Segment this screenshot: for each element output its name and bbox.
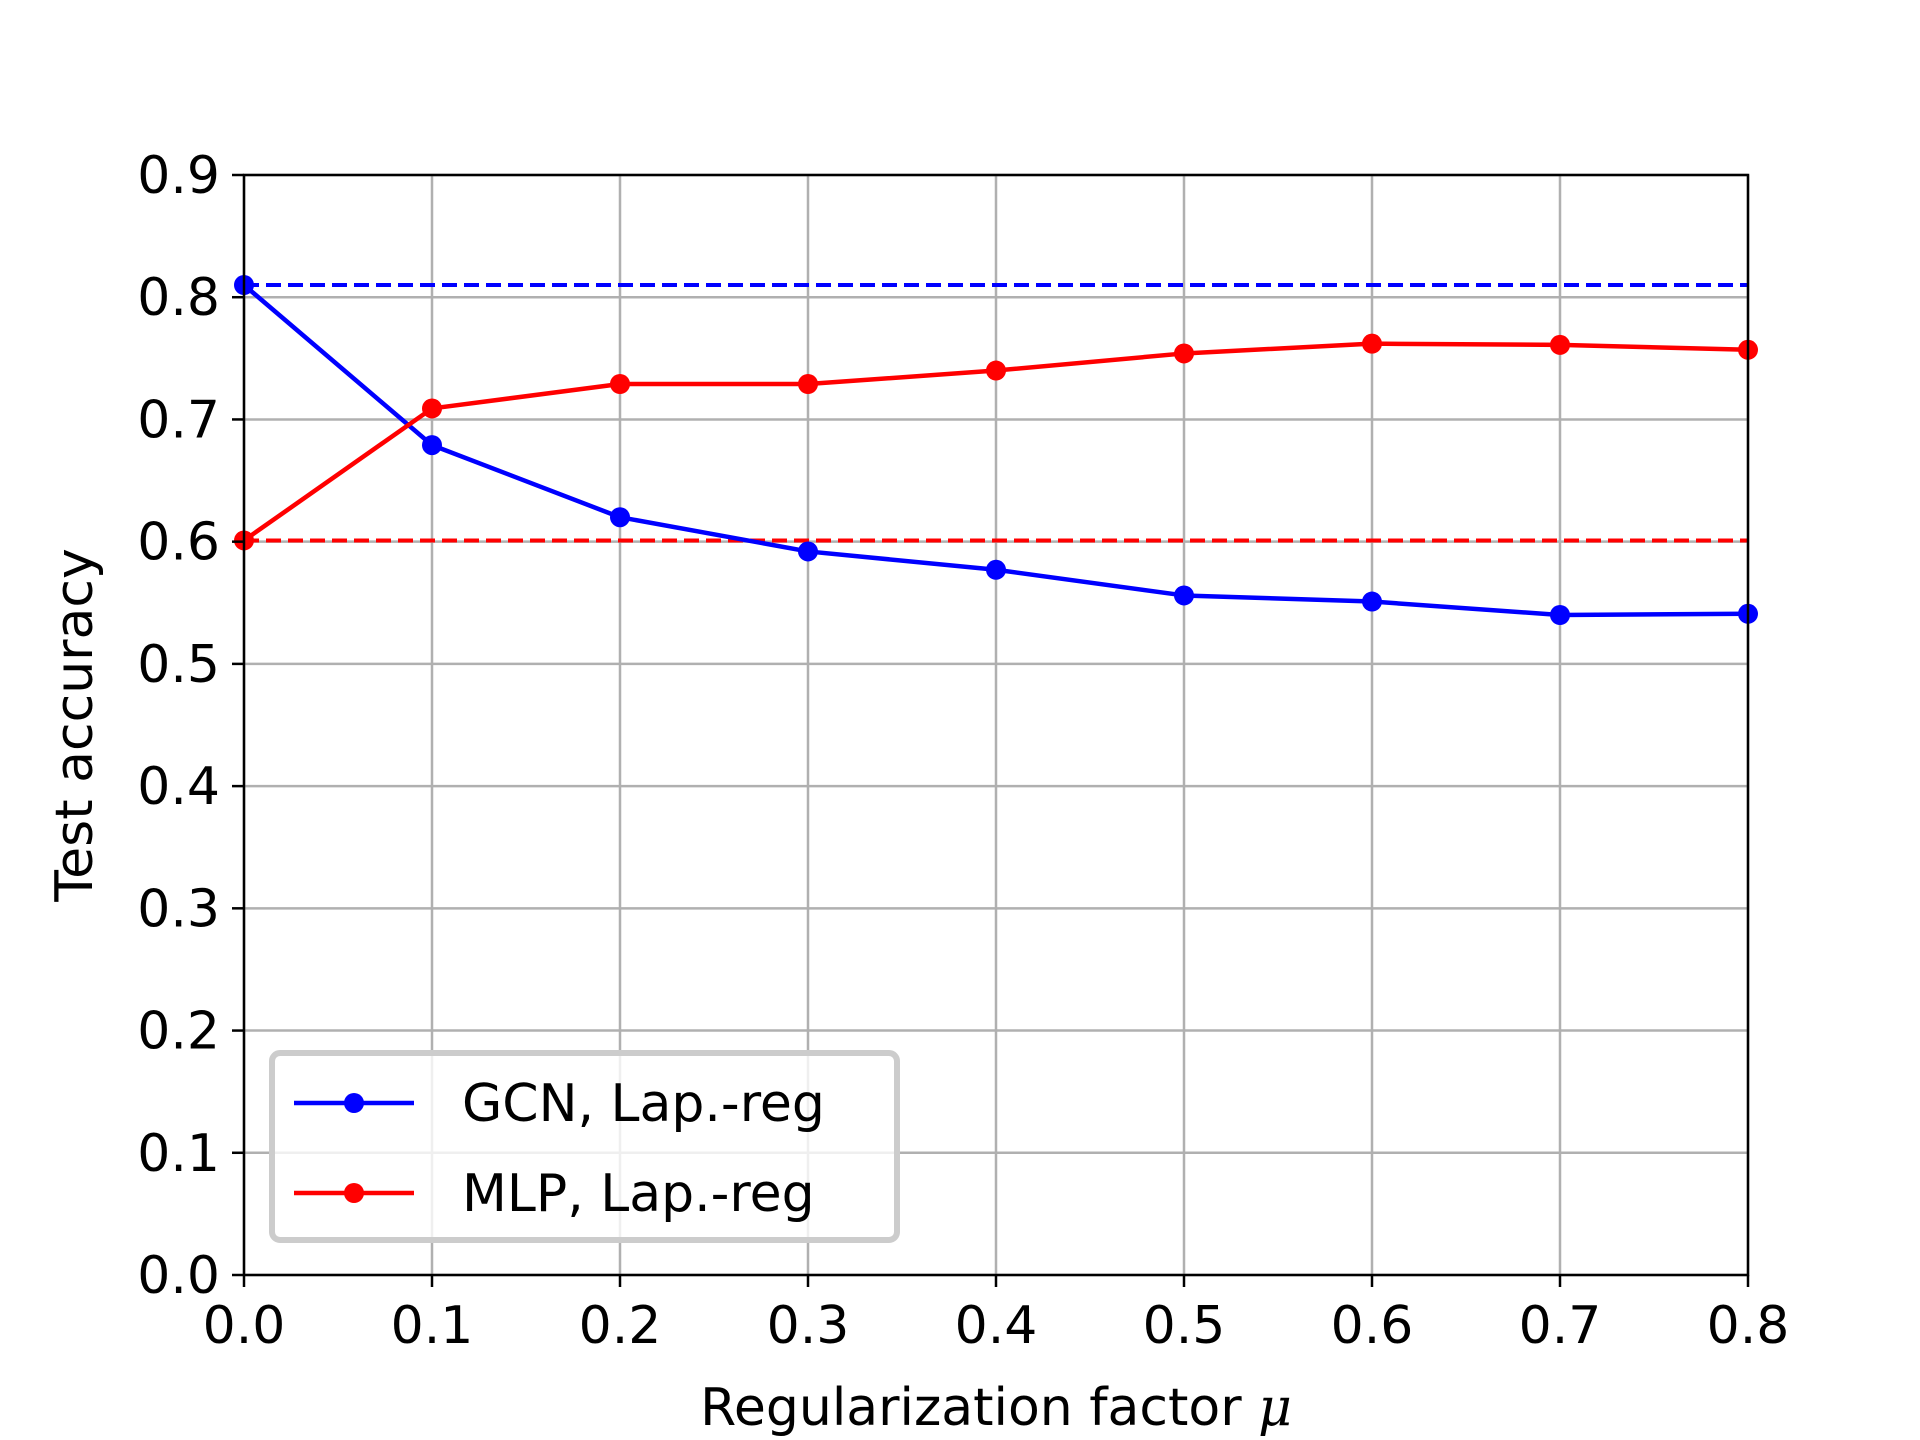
x-tick-label: 0.7 <box>1519 1296 1602 1356</box>
legend-marker <box>344 1183 364 1203</box>
y-tick-label: 0.7 <box>137 390 220 450</box>
y-tick-label: 0.1 <box>137 1124 220 1184</box>
y-tick-label: 0.3 <box>137 879 220 939</box>
x-tick-label: 0.2 <box>579 1296 662 1356</box>
series-1 <box>234 333 1758 551</box>
x-axis-title-symbol: μ <box>1258 1378 1292 1438</box>
x-tick-label: 0.8 <box>1707 1296 1790 1356</box>
legend-box <box>269 1050 900 1243</box>
data-point <box>1362 333 1382 354</box>
legend-label: MLP, Lap.-reg <box>462 1164 815 1224</box>
x-tick-label: 0.1 <box>391 1296 474 1356</box>
x-axis-title: Regularization factor μ <box>700 1378 1292 1438</box>
data-point <box>1174 585 1194 606</box>
legend-marker <box>344 1093 364 1113</box>
data-point <box>610 507 630 528</box>
series-group <box>234 275 1758 625</box>
data-point <box>986 360 1006 381</box>
data-point <box>798 541 818 562</box>
x-tick-label: 0.6 <box>1331 1296 1414 1356</box>
y-tick-label: 0.0 <box>137 1246 220 1306</box>
data-point <box>1550 334 1570 355</box>
legend-label: GCN, Lap.-reg <box>462 1074 825 1134</box>
data-point <box>1174 343 1194 364</box>
x-tick-label: 0.0 <box>203 1296 286 1356</box>
legend-entry: MLP, Lap.-reg <box>294 1164 815 1224</box>
data-point <box>1550 605 1570 625</box>
legend: GCN, Lap.-reg MLP, Lap.-reg <box>269 1050 900 1243</box>
y-tick-label: 0.9 <box>137 146 220 206</box>
x-tick-label: 0.5 <box>1143 1296 1226 1356</box>
y-tick-label: 0.5 <box>137 635 220 695</box>
data-point <box>798 374 818 394</box>
x-tick-label: 0.3 <box>767 1296 850 1356</box>
y-tick-label: 0.2 <box>137 1002 220 1062</box>
data-point <box>422 435 442 456</box>
x-tick-label: 0.4 <box>955 1296 1038 1356</box>
y-tick-label: 0.6 <box>137 513 220 573</box>
data-point <box>610 374 630 394</box>
y-axis-ticks: 0.0 0.1 0.2 0.3 0.4 0.5 0.6 0.7 0.8 0.9 <box>137 146 244 1306</box>
series-0 <box>234 275 1758 625</box>
y-tick-label: 0.8 <box>137 268 220 328</box>
x-axis-title-text: Regularization factor <box>700 1378 1242 1438</box>
reference-lines <box>244 283 1748 543</box>
data-point <box>986 559 1006 580</box>
legend-entry: GCN, Lap.-reg <box>294 1074 825 1134</box>
data-point <box>1362 591 1382 612</box>
y-axis-title: Test accuracy <box>45 548 105 903</box>
data-point <box>422 398 442 419</box>
x-axis-ticks: 0.0 0.1 0.2 0.3 0.4 0.5 0.6 0.7 0.8 <box>203 1275 1790 1356</box>
y-tick-label: 0.4 <box>137 757 220 817</box>
